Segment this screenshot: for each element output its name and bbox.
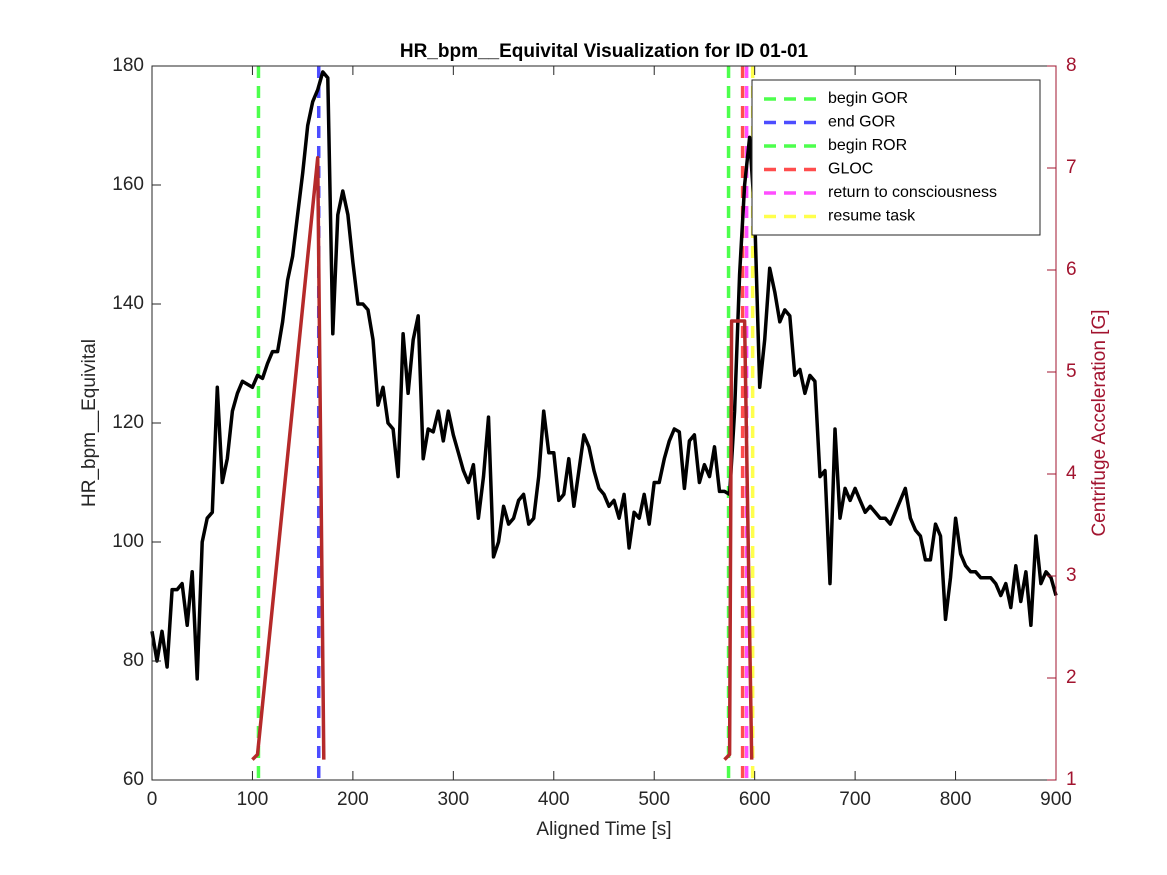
y2-tick-label: 4 [1066,463,1077,484]
x-tick-label: 100 [237,789,269,810]
chart-title: HR_bpm__Equivital Visualization for ID 0… [400,41,809,62]
y-tick-label: 80 [123,650,144,671]
series-line [150,70,1058,681]
legend: begin GOR end GOR begin ROR GLOC return to c… [751,79,1041,236]
x-tick-label: 800 [940,789,972,810]
y-tick-label: 160 [112,174,144,195]
y-tick-label: 180 [112,55,144,76]
y-tick-label: 100 [112,531,144,552]
y-tick-label: 120 [112,412,144,433]
y2-tick-label: 1 [1066,769,1077,790]
y-tick-label: 140 [112,293,144,314]
y2-tick-label: 6 [1066,259,1077,280]
y-axis-label: HR_bpm__Equivital [79,339,100,507]
y2-tick-label: 7 [1066,157,1077,178]
y-tick-label: 60 [123,769,144,790]
x-tick-label: 300 [437,789,469,810]
x-tick-label: 200 [337,789,369,810]
x-tick-label: 900 [1040,789,1072,810]
legend-label: end GOR [828,114,896,131]
y2-axis-label: Centrifuge Acceleration [G] [1089,309,1110,536]
legend-label: GLOC [828,161,873,178]
x-tick-label: 600 [739,789,771,810]
x-tick-label: 400 [538,789,570,810]
x-axis-label: Aligned Time [s] [536,819,671,840]
legend-label: begin ROR [828,137,907,154]
plot-layer [150,66,1058,780]
series-line [251,156,754,761]
legend-box [751,79,1041,236]
x-tick-label: 700 [839,789,871,810]
x-tick-label: 0 [147,789,158,810]
y2-tick-label: 8 [1066,55,1077,76]
x-tick-label: 500 [638,789,670,810]
y2-tick-label: 3 [1066,565,1077,586]
legend-label: resume task [828,208,916,225]
y2-tick-label: 5 [1066,361,1077,382]
legend-label: begin GOR [828,90,908,107]
y2-tick-label: 2 [1066,667,1077,688]
legend-label: return to consciousness [828,184,997,201]
